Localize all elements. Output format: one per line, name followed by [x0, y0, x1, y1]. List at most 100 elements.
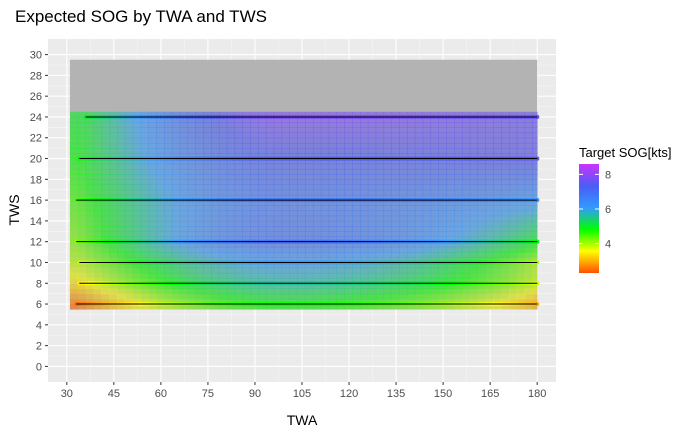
surface-cell — [360, 262, 369, 269]
surface-cell — [367, 184, 377, 191]
surface-cell — [383, 179, 392, 186]
surface-cell — [242, 122, 251, 128]
surface-cell — [258, 194, 267, 201]
x-tick-label: 45 — [108, 388, 120, 400]
surface-cell — [171, 189, 181, 196]
surface-cell — [179, 142, 189, 149]
surface-cell — [195, 174, 204, 180]
surface-cell — [132, 252, 142, 258]
surface-cell — [69, 200, 79, 206]
surface-cell — [477, 174, 486, 180]
surface-cell — [508, 168, 518, 175]
surface-cell — [375, 158, 385, 165]
surface-cell — [430, 226, 439, 232]
surface-cell — [422, 111, 432, 118]
surface-cell — [273, 278, 283, 284]
surface-cell — [501, 205, 510, 211]
surface-cell — [297, 288, 306, 295]
surface-cell — [360, 220, 369, 227]
surface-cell — [320, 215, 330, 222]
surface-cell — [203, 304, 212, 310]
surface-cell — [320, 205, 330, 211]
surface-cell — [532, 148, 538, 154]
surface-cell — [109, 267, 118, 274]
surface-cell — [85, 163, 94, 170]
surface-cell — [101, 262, 110, 269]
surface-cell — [493, 293, 502, 300]
surface-cell — [516, 111, 526, 118]
surface-cell — [360, 158, 369, 165]
surface-cell — [85, 179, 94, 186]
surface-cell — [375, 184, 385, 191]
x-tick-label: 105 — [293, 388, 311, 400]
surface-cell — [297, 231, 306, 237]
surface-cell — [532, 142, 538, 149]
surface-cell — [508, 298, 518, 305]
surface-cell — [164, 288, 173, 295]
surface-cell — [124, 137, 134, 144]
surface-cell — [77, 283, 87, 289]
surface-cell — [69, 241, 79, 248]
surface-cell — [430, 288, 439, 295]
surface-cell — [532, 267, 538, 274]
surface-cell — [203, 184, 212, 191]
surface-cell — [414, 205, 424, 211]
surface-cell — [477, 283, 486, 289]
surface-cell — [116, 272, 126, 279]
surface-cell — [485, 116, 494, 123]
surface-cell — [367, 174, 377, 180]
surface-cell — [391, 215, 400, 222]
surface-cell — [226, 257, 236, 263]
surface-cell — [501, 153, 510, 160]
surface-cell — [360, 236, 369, 243]
surface-cell — [109, 262, 118, 269]
x-tick-label: 30 — [61, 388, 73, 400]
surface-cell — [116, 137, 126, 144]
surface-cell — [344, 127, 353, 134]
surface-cell — [234, 137, 243, 144]
surface-cell — [258, 137, 267, 144]
surface-cell — [414, 272, 424, 279]
surface-cell — [234, 298, 243, 305]
surface-cell — [524, 283, 533, 289]
surface-cell — [352, 210, 361, 217]
surface-cell — [258, 226, 267, 232]
surface-cell — [116, 252, 126, 258]
surface-cell — [297, 267, 306, 274]
surface-cell — [305, 168, 314, 175]
surface-cell — [454, 220, 463, 227]
surface-cell — [171, 215, 181, 222]
surface-cell — [281, 278, 290, 284]
surface-cell — [430, 215, 439, 222]
surface-cell — [203, 210, 212, 217]
surface-cell — [124, 132, 134, 139]
surface-cell — [242, 293, 251, 300]
surface-cell — [77, 272, 87, 279]
surface-cell — [164, 241, 173, 248]
surface-cell — [524, 231, 533, 237]
surface-cell — [171, 153, 181, 160]
surface-cell — [469, 153, 479, 160]
surface-cell — [469, 168, 479, 175]
surface-cell — [289, 210, 298, 217]
surface-cell — [375, 267, 385, 274]
surface-cell — [258, 174, 267, 180]
surface-cell — [485, 205, 494, 211]
surface-cell — [77, 252, 87, 258]
surface-cell — [124, 288, 134, 295]
surface-cell — [211, 236, 220, 243]
legend-colorbar — [579, 164, 599, 273]
surface-cell — [273, 168, 283, 175]
surface-cell — [140, 220, 149, 227]
surface-cell — [305, 200, 314, 206]
surface-cell — [352, 116, 361, 123]
surface-cell — [344, 252, 353, 258]
surface-cell — [226, 215, 236, 222]
surface-cell — [140, 122, 149, 128]
surface-cell — [375, 148, 385, 154]
surface-cell — [132, 122, 142, 128]
surface-cell — [320, 288, 330, 295]
surface-cell — [414, 298, 424, 305]
surface-cell — [391, 220, 400, 227]
surface-cell — [109, 189, 118, 196]
